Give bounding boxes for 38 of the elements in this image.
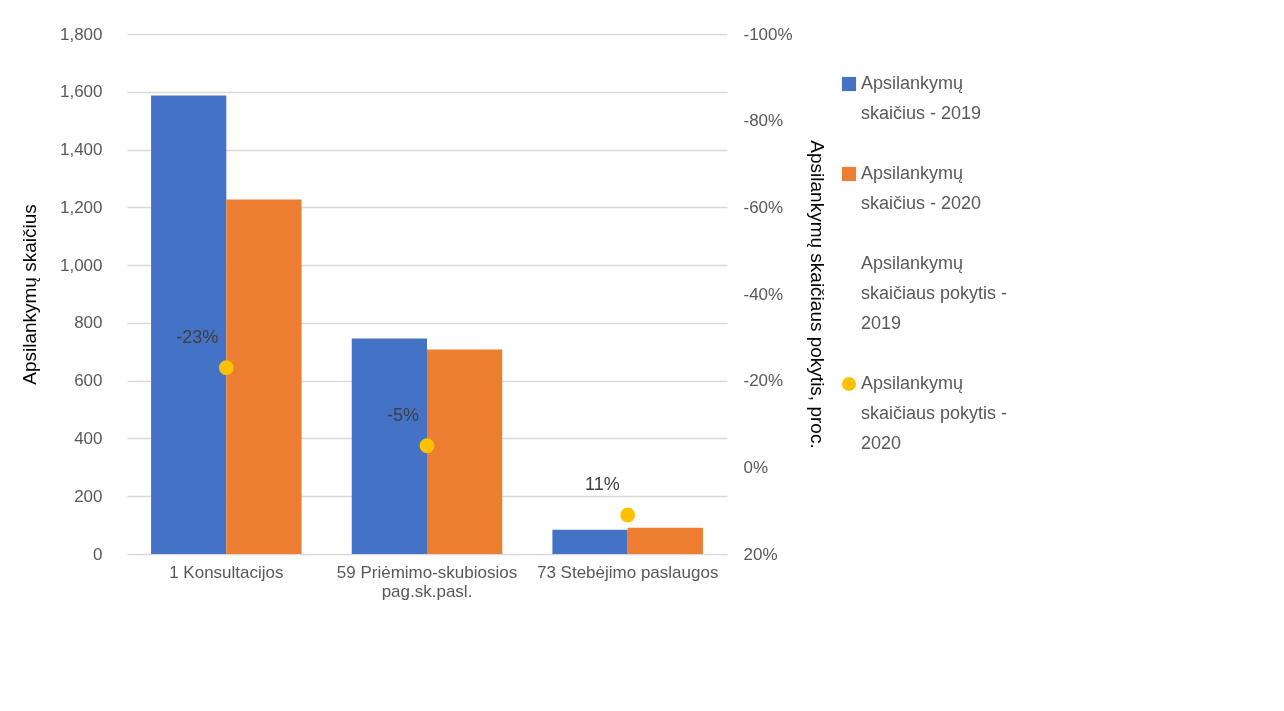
y-tick-label: 0 <box>93 544 103 564</box>
x-tick-label: 1 Konsultacijos <box>169 562 284 582</box>
y2-tick-label: -20% <box>743 371 784 391</box>
y-tick-label: 1,800 <box>59 24 103 44</box>
y-axis-title: Apsilankymų skaičius <box>18 204 40 385</box>
bar <box>351 338 427 554</box>
y-tick-label: 200 <box>74 486 103 506</box>
y-tick-label: 600 <box>74 371 103 391</box>
y2-axis-title: Apsilankymų skaičiaus pokytis, proc. <box>806 140 828 449</box>
point <box>620 507 636 523</box>
y2-tick-label: -80% <box>743 111 784 131</box>
y2-tick-label: -100% <box>743 24 793 44</box>
bar <box>427 349 503 554</box>
y-tick-label: 400 <box>74 428 103 448</box>
y2-tick-label: -40% <box>743 284 784 304</box>
point <box>218 360 234 376</box>
data-label: 11% <box>584 474 620 494</box>
x-tick-label: 59 Priėmimo-skubiosios pag.sk.pasl. <box>336 562 518 601</box>
bar <box>226 199 302 554</box>
y2-tick-label: -60% <box>743 197 784 217</box>
y-tick-label: 800 <box>74 313 103 333</box>
legend-label: Apsilankymų skaičius - 2019 <box>861 73 982 123</box>
bar <box>627 527 703 554</box>
data-label: -5% <box>386 404 419 425</box>
y2-tick-label: 0% <box>743 457 769 477</box>
data-label: -23% <box>176 326 219 347</box>
point <box>419 438 435 454</box>
legend-label: Apsilankymų skaičius - 2020 <box>861 163 982 213</box>
y-tick-label: 1,600 <box>59 82 103 102</box>
y-tick-label: 1,400 <box>59 140 103 160</box>
text: Apsilankymų skaičiaus pokytis - 2019 <box>861 253 1008 333</box>
y-tick-label: 1,000 <box>59 255 103 275</box>
bar <box>552 529 628 554</box>
legend-label: Apsilankymų skaičiaus pokytis - 2020 <box>861 373 1008 453</box>
y-tick-label: 1,200 <box>59 197 103 217</box>
bar <box>151 95 227 554</box>
x-tick-label: 73 Stebėjimo paslaugos <box>536 562 719 582</box>
y2-tick-label: 20% <box>743 544 778 564</box>
